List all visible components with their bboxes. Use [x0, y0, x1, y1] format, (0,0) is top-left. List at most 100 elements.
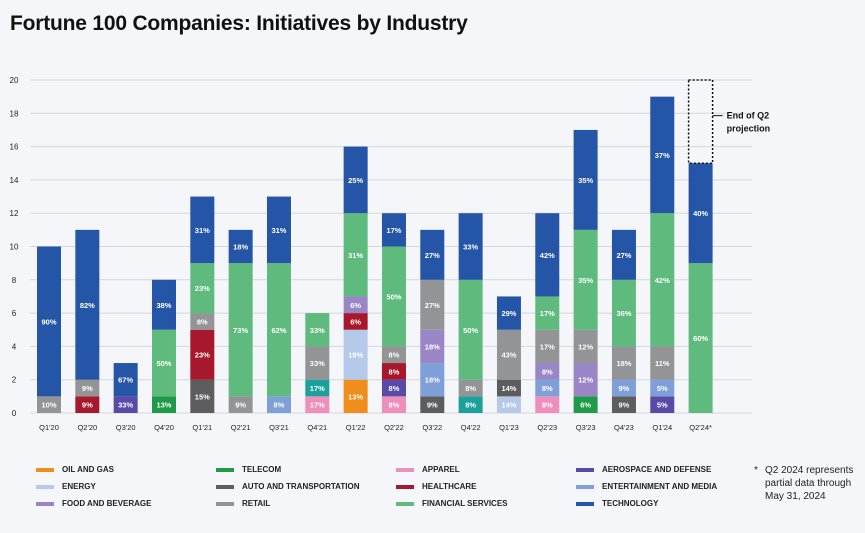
legend-item: FOOD AND BEVERAGE — [36, 499, 152, 508]
bar-segment-aerospace — [113, 396, 138, 413]
footnote-text: Q2 2024 represents partial data through … — [765, 465, 854, 502]
data-label: 8% — [542, 401, 553, 410]
bar-segment-entertainment — [266, 396, 291, 413]
data-label: 33% — [463, 243, 478, 252]
projection-label: projection — [727, 124, 771, 134]
bar-segment-telecom — [573, 396, 598, 413]
y-tick-label: 16 — [10, 143, 19, 152]
data-label: 11% — [655, 359, 670, 368]
data-label: 17% — [310, 384, 325, 393]
bar-segment-oil — [343, 379, 368, 413]
bar-segment-healthcare — [381, 363, 406, 380]
data-label: 27% — [425, 301, 440, 310]
bar-segment-technology — [228, 229, 253, 264]
data-label: 6% — [350, 317, 361, 326]
x-tick-label: Q1'20 — [39, 423, 59, 432]
legend-label: TECHNOLOGY — [602, 499, 659, 508]
data-label: 40% — [693, 209, 708, 218]
data-label: 82% — [80, 301, 95, 310]
x-tick-label: Q4'20 — [154, 423, 174, 432]
x-tick-label: Q4'21 — [307, 423, 327, 432]
data-label: 14% — [501, 384, 516, 393]
legend-label: AUTO AND TRANSPORTATION — [242, 482, 360, 491]
bar-segment-financial — [305, 313, 330, 347]
bar-segment-entertainment — [611, 379, 636, 397]
y-tick-label: 4 — [12, 342, 17, 351]
x-tick-label: Q2'23 — [537, 423, 557, 432]
data-label: 9% — [82, 401, 93, 410]
bar-segment-energy — [496, 396, 521, 413]
bar-segment-apparel — [381, 396, 406, 413]
x-tick-label: Q4'22 — [461, 423, 481, 432]
y-tick-label: 14 — [10, 176, 19, 185]
legend-swatch — [36, 484, 54, 489]
legend-label: AEROSPACE AND DEFENSE — [602, 465, 712, 474]
legend-item: OIL AND GAS — [36, 465, 114, 474]
data-label: 33% — [310, 326, 325, 335]
data-label: 17% — [540, 309, 555, 318]
data-label: 50% — [156, 359, 171, 368]
bar-segment-technology — [266, 196, 291, 264]
data-label: 9% — [619, 384, 630, 393]
data-label: 19% — [348, 351, 363, 360]
chart-title: Fortune 100 Companies: Initiatives by In… — [10, 12, 468, 35]
bar-segment-retail — [305, 346, 330, 380]
y-tick-label: 2 — [12, 376, 17, 385]
legend-swatch — [576, 484, 594, 489]
data-label: 33% — [118, 401, 133, 410]
legend-item: AUTO AND TRANSPORTATION — [216, 482, 359, 491]
data-label: 8% — [389, 384, 400, 393]
bar-segment-telecom — [151, 396, 176, 413]
data-label: 14% — [501, 401, 516, 410]
bar-segment-technology — [343, 146, 368, 214]
data-label: 50% — [463, 326, 478, 335]
data-label: 13% — [156, 401, 171, 410]
data-label: 9% — [427, 401, 438, 410]
data-label: 8% — [542, 384, 553, 393]
data-label: 6% — [580, 401, 591, 410]
bar-segment-retail — [37, 396, 61, 413]
bar-segment-financial — [266, 263, 291, 397]
bar-segment-financial — [151, 329, 176, 397]
data-label: 27% — [616, 251, 631, 260]
data-label: 8% — [389, 367, 400, 376]
data-label: 36% — [616, 309, 631, 318]
x-tick-label: Q1'22 — [346, 423, 366, 432]
data-label: 8% — [389, 351, 400, 360]
x-tick-label: Q3'23 — [576, 423, 596, 432]
bar-segment-retail — [650, 346, 675, 380]
bar-segment-retail — [573, 329, 598, 364]
x-tick-label: Q2'22 — [384, 423, 404, 432]
bar-segment-entertainment — [650, 379, 675, 397]
legend-item: HEALTHCARE — [396, 482, 477, 491]
data-label: 50% — [386, 292, 401, 301]
x-tick-label: Q2'24* — [689, 423, 712, 432]
legend-label: ENTERTAINMENT AND MEDIA — [602, 482, 718, 491]
data-label: 23% — [195, 351, 210, 360]
x-tick-label: Q1'23 — [499, 423, 519, 432]
bar-segment-retail — [190, 313, 215, 330]
data-label: 13% — [348, 392, 363, 401]
bar-segment-entertainment — [535, 379, 560, 397]
legend-item: ENTERTAINMENT AND MEDIA — [576, 482, 717, 491]
bar-segment-technology — [650, 96, 675, 214]
bar-segment-retail — [535, 329, 560, 364]
bar-segment-technology — [458, 213, 483, 280]
bar-segment-retail — [458, 379, 483, 397]
legend-item: TELECOM — [216, 465, 281, 474]
bar-segment-financial — [190, 263, 215, 314]
data-label: 10% — [41, 401, 56, 410]
bar-segment-healthcare — [190, 329, 215, 380]
bar-segment-auto — [420, 396, 445, 413]
bar-segment-auto — [496, 379, 521, 397]
data-label: 31% — [348, 251, 363, 260]
bar-segment-technology — [420, 229, 445, 280]
bar-segment-auto — [190, 379, 215, 413]
data-label: 60% — [693, 334, 708, 343]
bar-segment-financial — [381, 246, 406, 347]
legend-swatch — [396, 501, 414, 506]
bar-segment-technology — [688, 163, 713, 264]
x-tick-label: Q4'23 — [614, 423, 634, 432]
stacked-bar-chart: 0 2 4 6 8 10 12 14 16 18 20 10% 90% Q1'20 9% 9% 82% Q2'20… — [10, 76, 771, 432]
bar-segment-technology — [37, 246, 61, 397]
